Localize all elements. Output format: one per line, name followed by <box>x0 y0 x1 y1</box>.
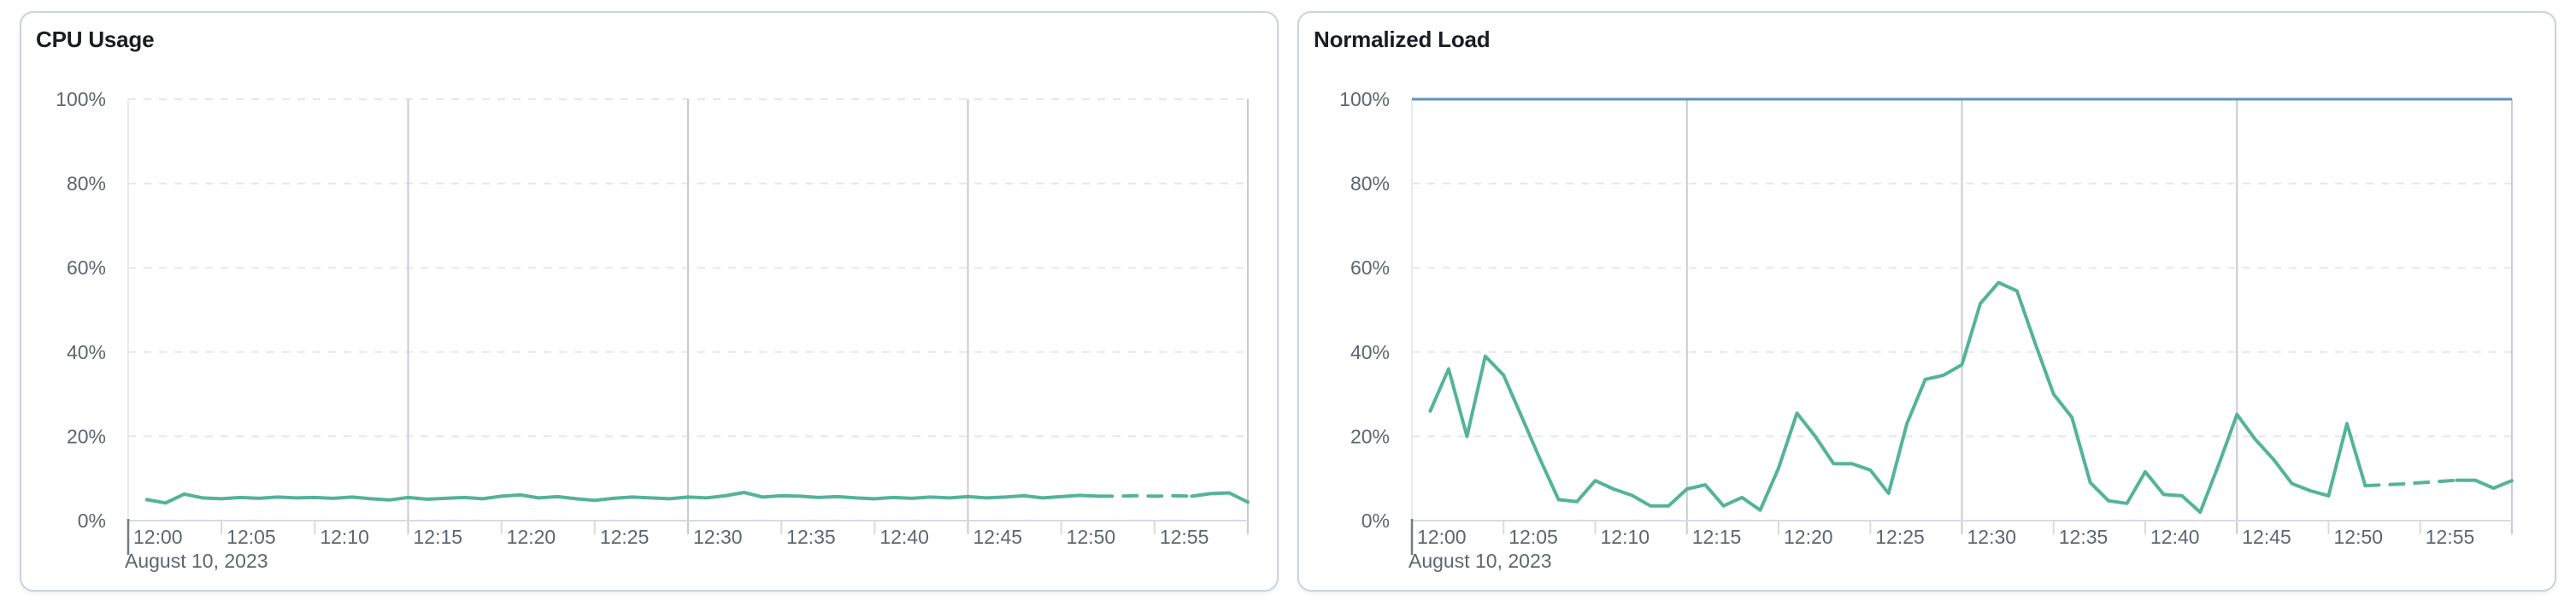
x-tick-label: 12:00 <box>1417 526 1467 548</box>
x-tick-label: 12:10 <box>320 526 369 548</box>
x-tick-label: 12:20 <box>1784 526 1833 548</box>
y-tick-label: 20% <box>1350 425 1390 447</box>
series-line <box>2455 478 2514 490</box>
x-tick-label: 12:40 <box>879 526 929 548</box>
y-tick-label: 60% <box>1350 256 1390 279</box>
x-tick-label: 12:15 <box>414 526 463 548</box>
y-tick-label: 40% <box>1350 341 1390 363</box>
x-tick-label: 12:30 <box>693 526 743 548</box>
series-line-dashed <box>2363 478 2459 488</box>
chart-title: CPU Usage <box>36 27 155 52</box>
x-tick-label: 12:40 <box>2150 526 2200 548</box>
x-tick-label: 12:30 <box>1967 526 2017 548</box>
y-tick-label: 80% <box>1350 173 1390 195</box>
x-tick-label: 12:10 <box>1601 526 1650 548</box>
x-tick-label: 12:35 <box>786 526 836 548</box>
y-tick-label: 100% <box>1339 88 1390 110</box>
series-line <box>1428 280 2367 515</box>
x-tick-label: 12:00 <box>133 526 183 548</box>
plot-area[interactable] <box>1412 99 2512 521</box>
series-line <box>1190 491 1250 504</box>
x-tick-label: 12:55 <box>1160 526 1209 548</box>
series-line-dashed <box>1097 493 1194 498</box>
x-tick-label: 12:50 <box>2334 526 2384 548</box>
series-line <box>144 491 1101 505</box>
chart-title: Normalized Load <box>1314 27 1491 52</box>
plot-area[interactable] <box>128 99 1248 521</box>
x-tick-label: 12:35 <box>2059 526 2108 548</box>
x-tick-label: 12:55 <box>2426 526 2475 548</box>
y-tick-label: 100% <box>56 88 106 110</box>
x-tick-label: 12:45 <box>973 526 1023 548</box>
x-tick-label: 12:25 <box>1875 526 1925 548</box>
date-label: August 10, 2023 <box>125 550 268 572</box>
x-tick-label: 12:20 <box>507 526 556 548</box>
cpu-usage-panel: CPU Usage 0% 20% 40% 60% 80% 100% 12:00 12:05 12… <box>20 11 1279 592</box>
x-tick-label: 12:45 <box>2242 526 2291 548</box>
y-tick-label: 0% <box>78 510 106 532</box>
y-tick-label: 60% <box>67 256 106 279</box>
y-tick-label: 0% <box>1362 510 1390 532</box>
x-tick-label: 12:05 <box>1509 526 1558 548</box>
x-tick-label: 12:50 <box>1067 526 1116 548</box>
y-tick-label: 40% <box>67 341 106 363</box>
chart-svg[interactable]: 0% 20% 40% 60% 80% 100% 12:00 12:05 12:10 12:15 12… <box>1299 13 2555 590</box>
y-tick-label: 20% <box>67 425 106 447</box>
y-tick-label: 80% <box>67 173 106 195</box>
x-tick-label: 12:25 <box>600 526 650 548</box>
x-tick-label: 12:15 <box>1692 526 1742 548</box>
normalized-load-panel: Normalized Load 0% 20% 40% 60% 80% 100% 12:00 1… <box>1297 11 2556 592</box>
chart-svg[interactable]: 0% 20% 40% 60% 80% 100% 12:00 12:05 12:10 12:15 12… <box>21 13 1277 590</box>
date-label: August 10, 2023 <box>1409 550 1552 572</box>
x-tick-label: 12:05 <box>226 526 276 548</box>
